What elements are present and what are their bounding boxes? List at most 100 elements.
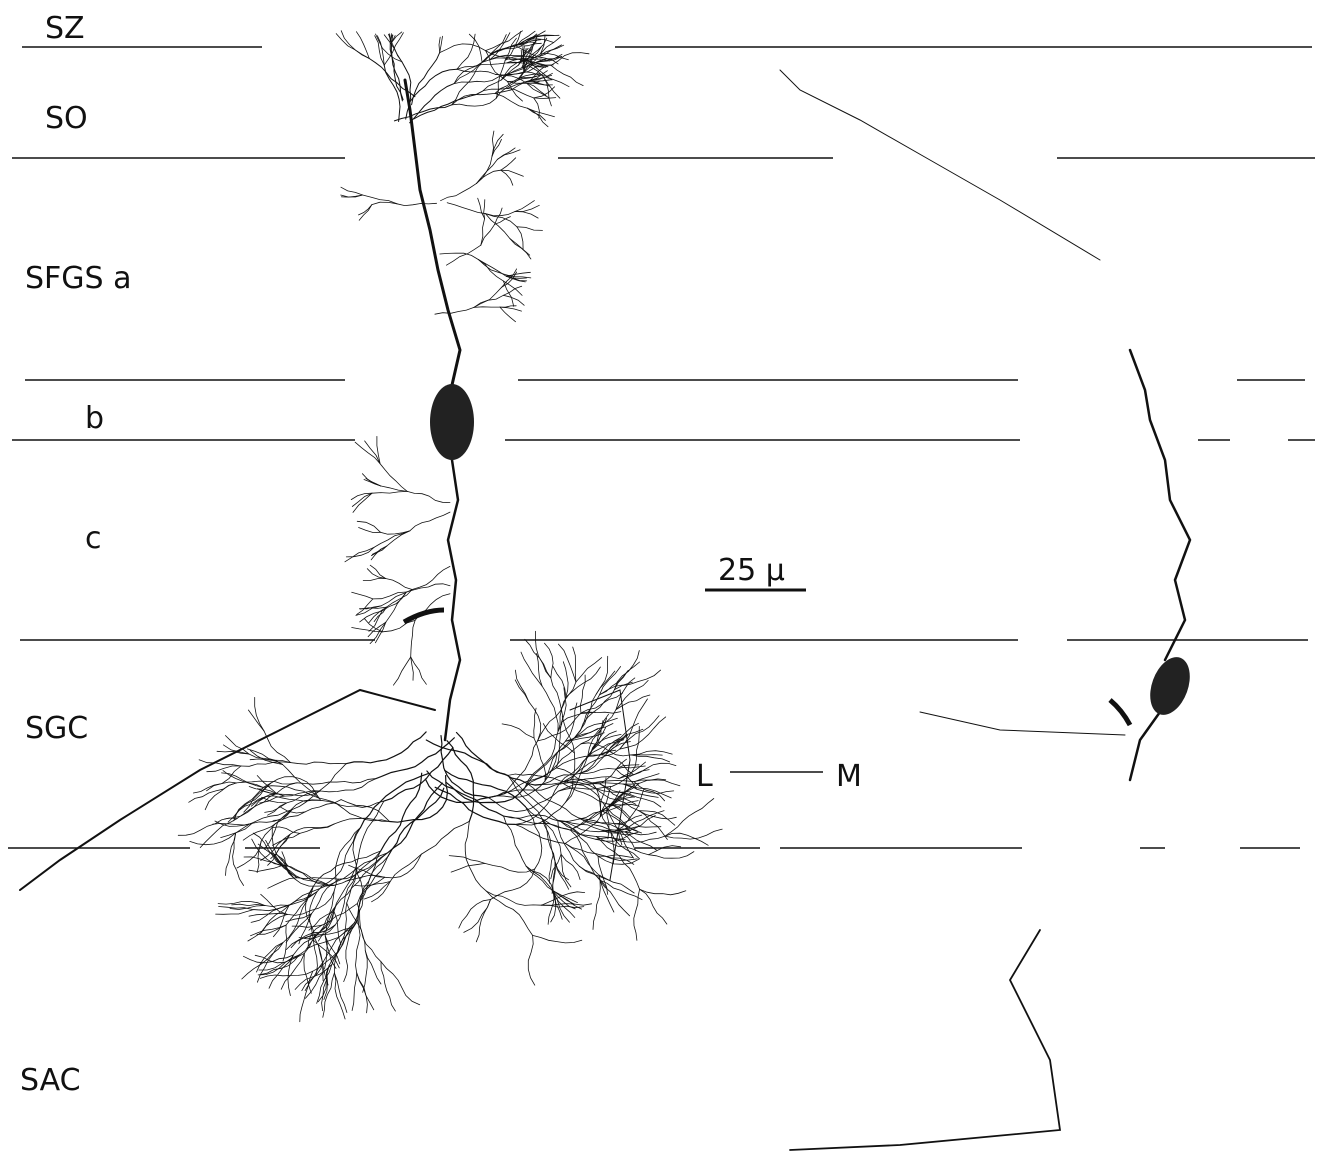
dendrite xyxy=(565,843,604,855)
dendrite xyxy=(562,712,596,722)
dendrite xyxy=(505,741,538,794)
dendrite xyxy=(441,184,477,201)
dendrite xyxy=(291,762,347,764)
dendrite xyxy=(640,889,667,924)
dendrite xyxy=(665,799,714,837)
dendrite xyxy=(357,973,374,1010)
dendrite xyxy=(516,46,537,57)
dendrite xyxy=(381,962,395,1011)
page: SZ SO SFGS a b c SGC SAC 25 μ L M (() =>… xyxy=(0,0,1318,1172)
dendrite xyxy=(341,187,363,195)
dendrite xyxy=(533,935,582,943)
layer-label: b xyxy=(85,401,104,436)
dendrite xyxy=(445,460,460,740)
dendrite xyxy=(446,245,480,265)
dendrite xyxy=(501,158,516,170)
dendrite xyxy=(268,878,297,889)
dendrite xyxy=(561,811,602,821)
dendrite xyxy=(383,620,415,631)
dendrite xyxy=(541,892,584,905)
dendrite xyxy=(305,800,341,812)
dendrite xyxy=(380,464,407,492)
dendrite xyxy=(457,34,475,69)
dendrite xyxy=(355,882,391,887)
dendrite xyxy=(346,732,426,764)
dendrite xyxy=(536,631,551,678)
dendrite xyxy=(345,547,374,561)
dendrite xyxy=(474,307,500,308)
dendrite xyxy=(334,818,389,824)
dendrite xyxy=(527,108,548,127)
dendrite xyxy=(334,911,341,944)
dendrite xyxy=(484,200,485,219)
dendrite xyxy=(501,170,524,176)
dendrite xyxy=(478,198,485,218)
dendrite xyxy=(527,108,554,117)
dendrite xyxy=(426,740,508,775)
dendrite xyxy=(352,973,357,1011)
layer-label: SZ xyxy=(45,11,85,46)
dendrite xyxy=(178,818,237,835)
dendrite xyxy=(397,203,437,205)
dendrite xyxy=(341,31,369,59)
dendrite xyxy=(551,65,583,85)
dendrite xyxy=(230,906,265,910)
dendrite xyxy=(515,680,529,702)
dendrite xyxy=(553,666,566,697)
dendrite xyxy=(558,783,623,792)
soma xyxy=(430,384,474,460)
layer-label: c xyxy=(85,521,102,556)
dendrite xyxy=(381,962,420,1005)
dendrite xyxy=(233,833,244,886)
dendrite xyxy=(602,829,630,830)
dendrite xyxy=(344,928,353,982)
layer-label: SFGS a xyxy=(25,261,132,296)
dendrite xyxy=(649,852,694,859)
arrow xyxy=(404,610,444,622)
dendrite xyxy=(363,579,385,581)
dendrite xyxy=(241,762,291,766)
layer-label: SGC xyxy=(25,711,88,746)
dendrite xyxy=(474,295,504,307)
dendrite xyxy=(425,779,504,802)
dendrite xyxy=(336,853,388,906)
dendrite xyxy=(576,658,602,682)
dendrite xyxy=(390,34,391,42)
dendrite xyxy=(579,866,610,881)
dendrite xyxy=(1130,350,1190,660)
dendrite xyxy=(623,780,680,786)
dendrite xyxy=(213,823,252,825)
dendrite xyxy=(517,227,543,231)
dendrite xyxy=(920,712,1125,735)
dendrite xyxy=(405,80,460,385)
dendrite xyxy=(501,170,513,185)
dendrite xyxy=(393,657,410,685)
soma xyxy=(1143,652,1197,721)
layer-boundaries xyxy=(8,47,1315,848)
dendrite xyxy=(476,156,492,183)
dendrite xyxy=(222,773,264,788)
dendrite xyxy=(359,528,381,533)
dendrite xyxy=(510,239,531,259)
layer-label: SAC xyxy=(20,1063,81,1098)
dendrite xyxy=(556,755,601,768)
dendrite xyxy=(318,798,384,808)
dendrite xyxy=(580,675,585,713)
dendrite xyxy=(237,841,261,868)
dendrite xyxy=(216,910,261,915)
dendrite xyxy=(249,865,283,871)
dendrite xyxy=(392,32,402,43)
dendrite xyxy=(665,833,708,845)
dendrite xyxy=(410,512,450,531)
dendrite xyxy=(300,824,335,834)
dendrite xyxy=(498,150,521,160)
dendrite xyxy=(500,307,516,322)
dendrite xyxy=(381,486,408,492)
dendrite xyxy=(528,935,535,985)
dendrite xyxy=(620,699,648,749)
dendrite xyxy=(365,951,381,984)
dendrite xyxy=(464,900,491,933)
dendrite xyxy=(790,930,1060,1150)
dendrite xyxy=(388,783,443,853)
dendrite xyxy=(440,253,479,259)
